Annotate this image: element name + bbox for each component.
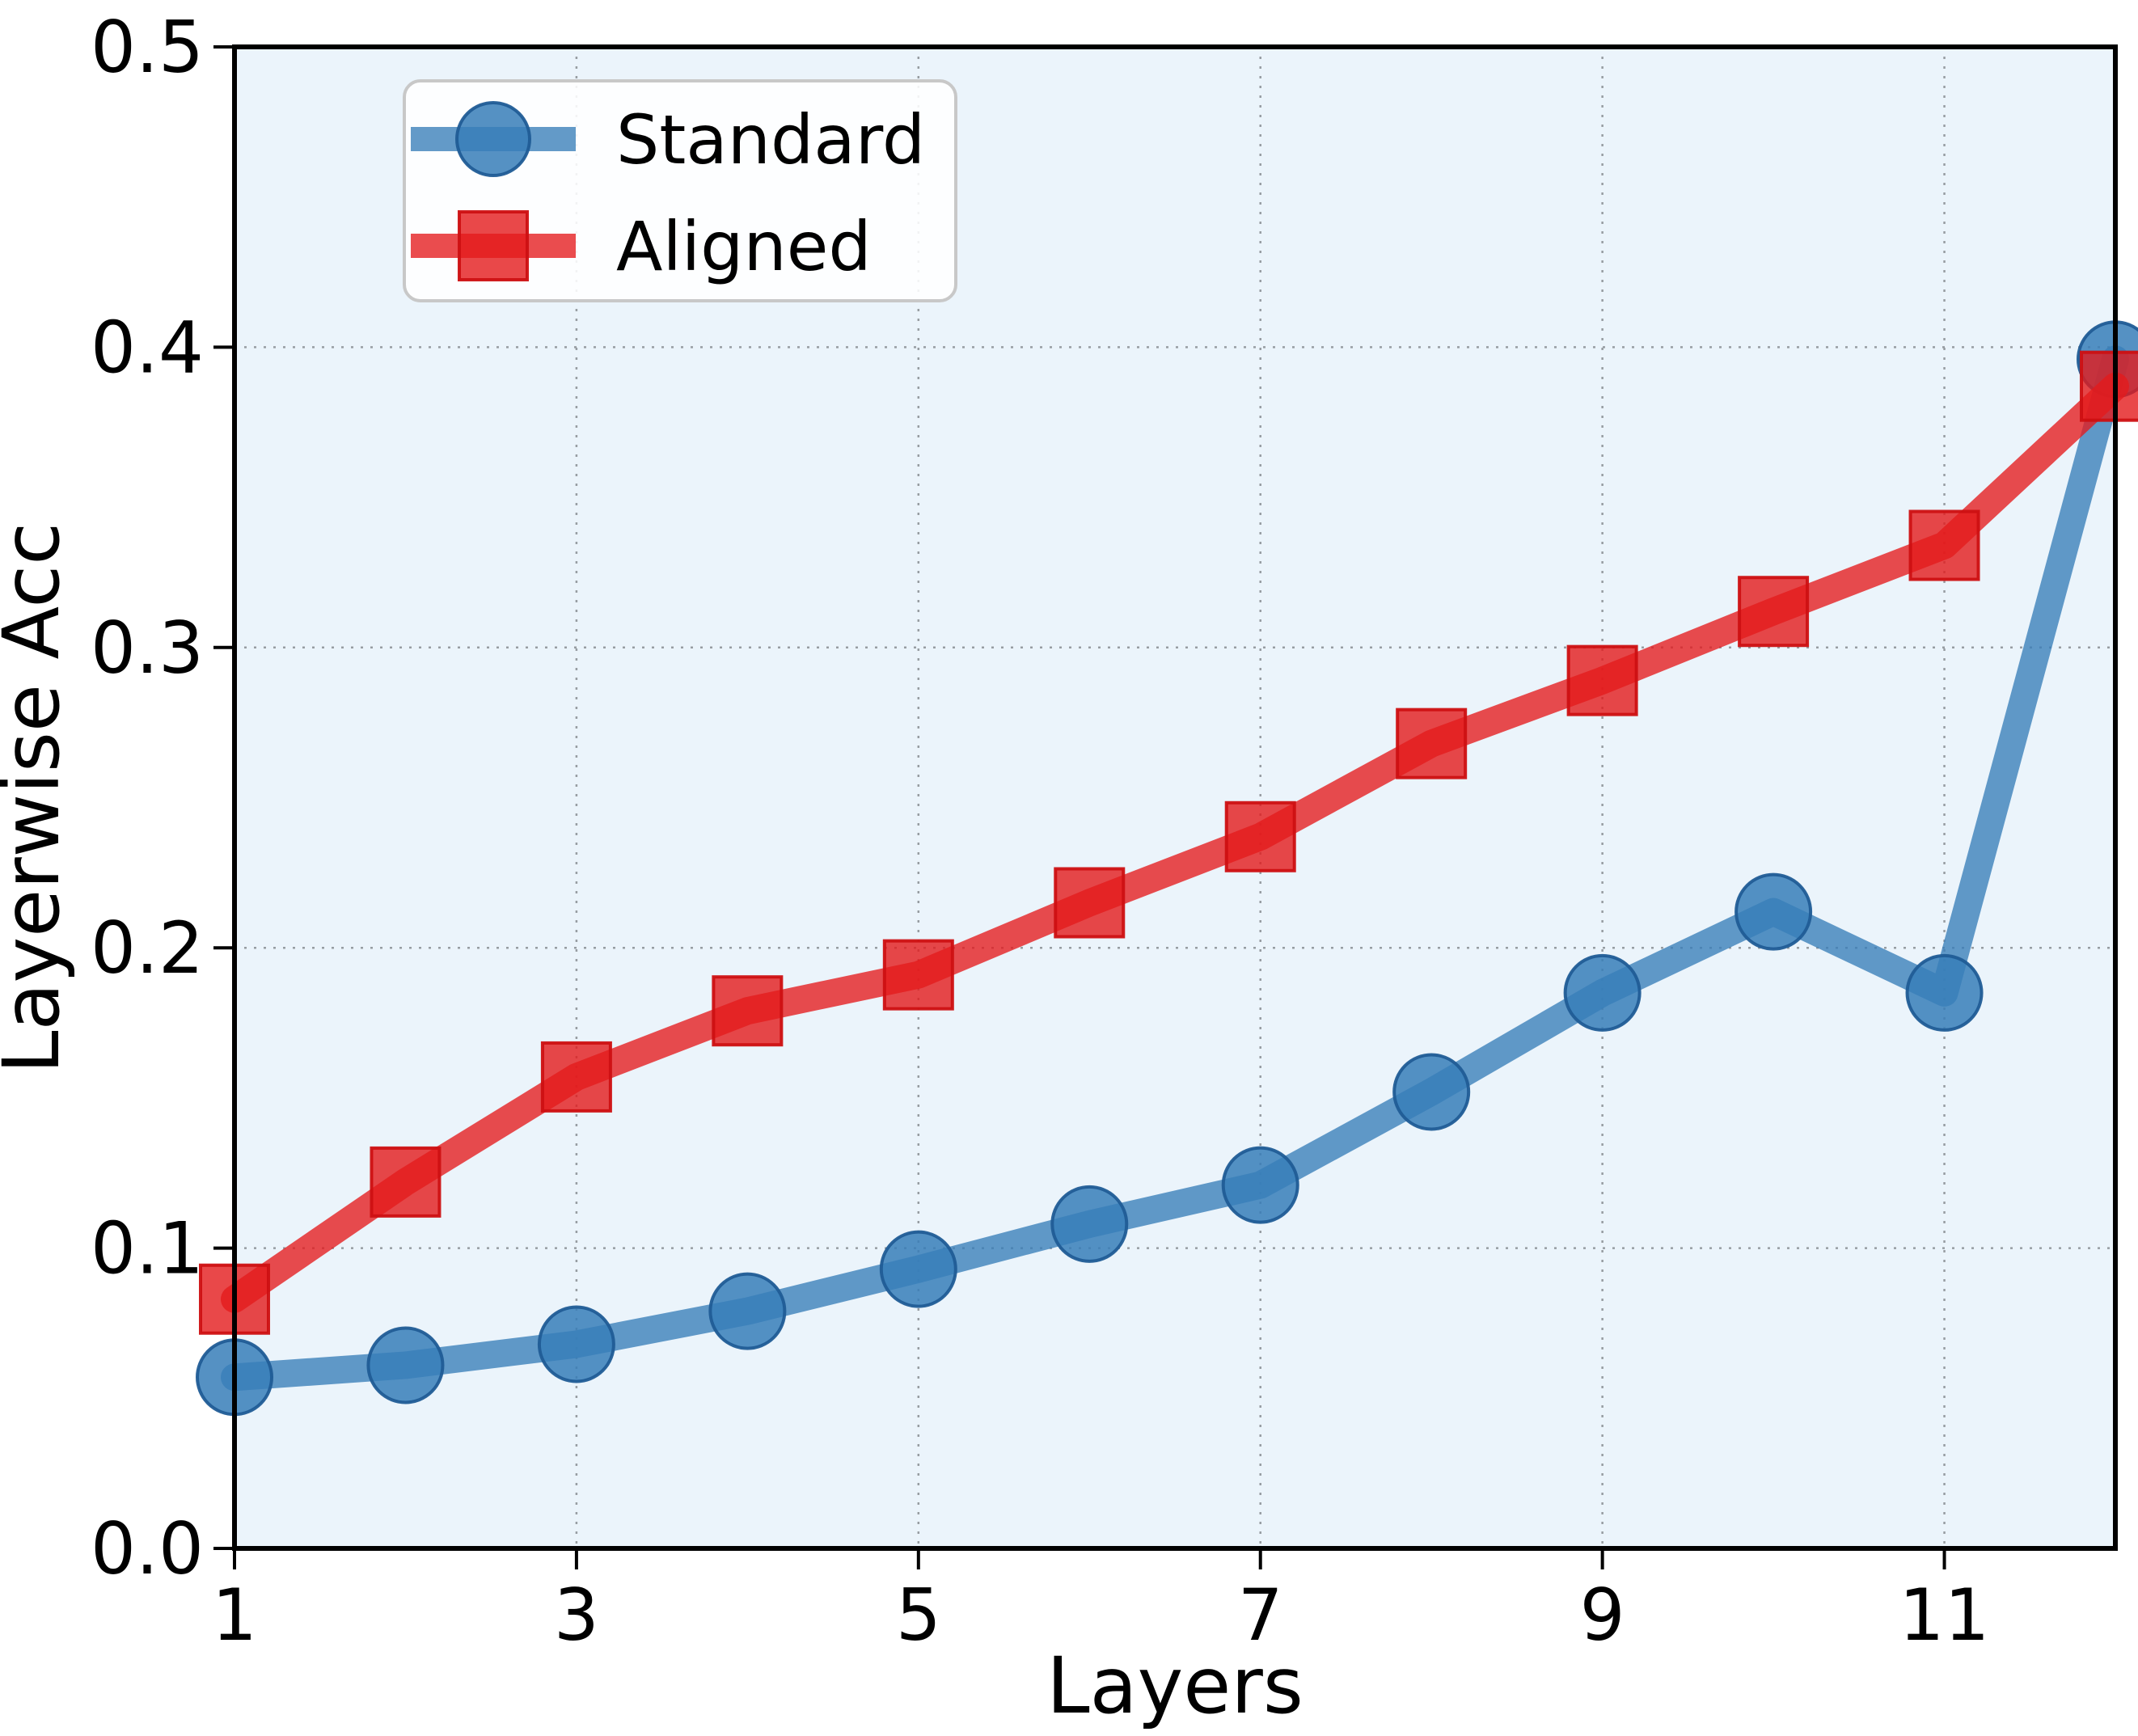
x-tick-label: 5	[896, 1573, 941, 1657]
x-tick-label: 3	[554, 1573, 599, 1657]
standard-marker	[1734, 872, 1813, 951]
y-tick-label: 0.0	[91, 1507, 204, 1590]
aligned-marker	[1908, 509, 1980, 581]
standard-marker	[1392, 1053, 1471, 1131]
x-axis-title: Layers	[1046, 1641, 1304, 1731]
standard-marker	[366, 1326, 445, 1404]
standard-marker	[879, 1230, 957, 1308]
legend: Standard Aligned	[403, 79, 957, 302]
x-tick-label: 11	[1899, 1573, 1990, 1657]
aligned-marker	[1224, 800, 1296, 872]
aligned-marker	[1566, 644, 1638, 716]
y-tick-label: 0.3	[91, 606, 204, 690]
standard-marker	[708, 1272, 787, 1350]
aligned-marker	[1738, 576, 1810, 648]
y-tick-label: 0.4	[91, 306, 204, 389]
aligned-marker	[712, 975, 784, 1047]
standard-marker	[1905, 953, 1984, 1032]
standard-marker-icon	[455, 101, 531, 177]
x-tick-label: 7	[1238, 1573, 1283, 1657]
plot-area: 1 3 5 7 9 11 0.0 0.1 0.2 0.3 0.4 0.5	[91, 6, 2138, 1657]
y-tick-label: 0.1	[91, 1207, 204, 1290]
x-tick-label: 1	[212, 1573, 257, 1657]
aligned-marker-icon	[458, 210, 529, 281]
legend-entry-aligned: Aligned	[411, 207, 872, 286]
aligned-marker	[2080, 350, 2138, 422]
standard-marker	[537, 1305, 615, 1383]
aligned-marker	[1396, 707, 1468, 779]
aligned-marker	[1054, 867, 1126, 939]
y-tick-label: 0.5	[91, 6, 204, 89]
y-axis-title: Layerwise Acc	[0, 522, 77, 1074]
standard-marker	[1563, 953, 1642, 1032]
standard-marker	[1050, 1185, 1129, 1263]
legend-entry-standard: Standard	[411, 100, 925, 180]
axes-spines	[232, 44, 2118, 1551]
aligned-marker	[540, 1041, 612, 1113]
standard-marker	[1221, 1146, 1299, 1224]
y-tick-label: 0.2	[91, 906, 204, 990]
legend-label-standard: Standard	[616, 100, 925, 180]
aligned-marker	[882, 939, 954, 1011]
legend-label-aligned: Aligned	[616, 207, 872, 286]
aligned-marker	[370, 1146, 442, 1218]
x-tick-label: 9	[1580, 1573, 1625, 1657]
